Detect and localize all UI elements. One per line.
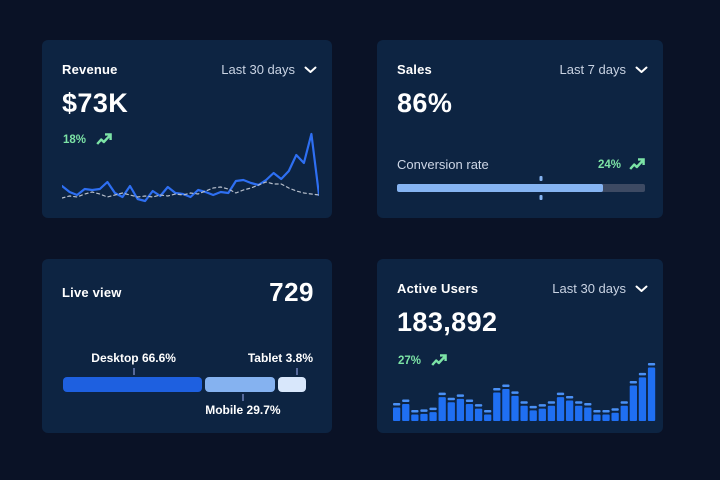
revenue-trend-badge: 18% (63, 133, 112, 146)
progress-marker-top (539, 176, 543, 181)
conversion-progress-bar (397, 176, 645, 200)
revenue-card-header: Revenue Last 30 days (62, 62, 317, 77)
desktop-tick (132, 368, 135, 375)
revenue-value: $73K (62, 88, 129, 118)
device-ticks-bottom (63, 392, 313, 402)
tablet-segment (277, 377, 306, 392)
conversion-trend-percent: 24% (597, 158, 621, 171)
sales-card-header: Sales Last 7 days (397, 62, 648, 77)
conversion-rate-label: Conversion rate (397, 157, 489, 172)
live-view-title: Live view (62, 285, 122, 300)
trend-up-icon (96, 133, 112, 145)
revenue-period-dropdown[interactable]: Last 30 days (221, 62, 317, 77)
progress-marker-bottom (539, 195, 543, 200)
chevron-down-icon (635, 66, 648, 73)
active-users-header: Active Users Last 30 days (397, 281, 648, 296)
device-labels-bottom: Mobile 29.7% (63, 403, 313, 418)
conversion-rate-row: Conversion rate 24% (397, 157, 645, 172)
sales-card-title: Sales (397, 62, 432, 77)
device-ticks-top (63, 366, 313, 376)
sales-card: Sales Last 7 days 86% Conversion rate 24… (377, 40, 663, 218)
live-view-card: Live view 729 Desktop 66.6% Tablet 3.8% … (42, 259, 332, 433)
active-users-trend-percent: 27% (398, 354, 422, 367)
active-users-period-dropdown[interactable]: Last 30 days (552, 281, 648, 296)
chevron-down-icon (304, 66, 317, 73)
sales-period-label: Last 7 days (559, 62, 627, 77)
revenue-card-title: Revenue (62, 62, 118, 77)
sales-period-dropdown[interactable]: Last 7 days (560, 62, 649, 77)
conversion-trend-badge: 24% (598, 158, 645, 171)
active-users-card: Active Users Last 30 days 183,892 27% (377, 259, 663, 433)
mobile-label: Mobile 29.7% (205, 403, 281, 417)
active-users-trend-badge: 27% (398, 354, 447, 367)
revenue-period-label: Last 30 days (221, 62, 295, 77)
device-breakdown-chart: Desktop 66.6% Tablet 3.8% Mobile 29.7% (63, 351, 313, 418)
progress-fill (397, 184, 603, 192)
revenue-card: Revenue Last 30 days $73K 18% (42, 40, 332, 218)
active-users-title: Active Users (397, 281, 479, 296)
tablet-tick (295, 368, 298, 375)
mobile-segment (205, 377, 275, 392)
mobile-tick (241, 394, 244, 401)
chevron-down-icon (635, 285, 648, 292)
trend-up-icon (629, 158, 645, 170)
active-users-value: 183,892 (397, 307, 498, 337)
live-view-value: 729 (269, 277, 314, 307)
sales-value: 86% (397, 88, 453, 118)
progress-track (397, 184, 645, 192)
revenue-trend-percent: 18% (63, 133, 87, 146)
active-users-period-label: Last 30 days (552, 281, 626, 296)
active-users-bar-chart (393, 363, 656, 421)
desktop-label: Desktop 66.6% (91, 351, 176, 365)
live-view-header: Live view 729 (62, 277, 314, 308)
device-segmented-bar (63, 377, 313, 392)
revenue-line-chart (62, 132, 319, 203)
device-labels-top: Desktop 66.6% Tablet 3.8% (63, 351, 313, 366)
tablet-label: Tablet 3.8% (247, 351, 313, 365)
trend-up-icon (431, 354, 447, 366)
desktop-segment (63, 377, 203, 392)
